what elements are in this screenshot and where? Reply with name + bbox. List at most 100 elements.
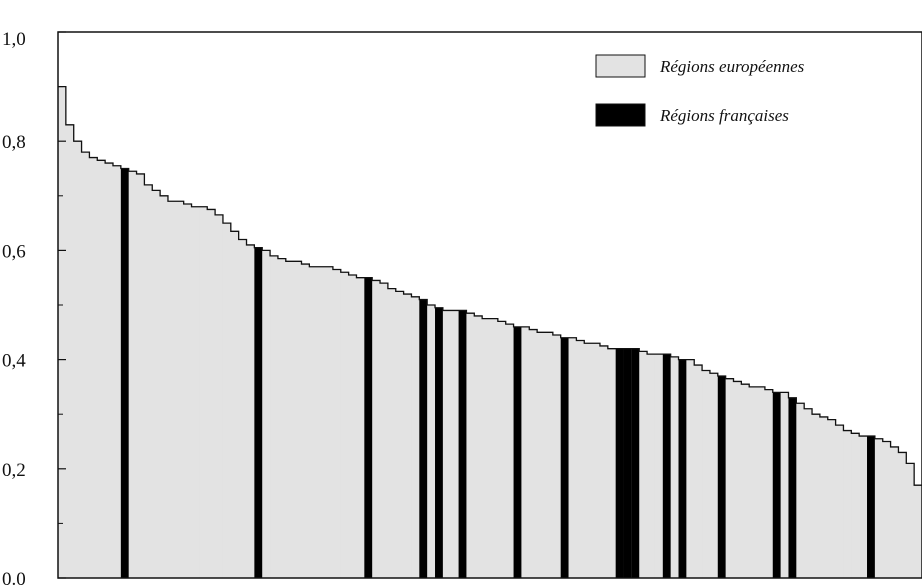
bar-french-region bbox=[788, 397, 797, 578]
bar-european-region bbox=[356, 277, 365, 578]
bar-european-region bbox=[757, 386, 766, 578]
bar-european-region bbox=[702, 370, 711, 578]
bar-european-region bbox=[58, 86, 67, 578]
bar-european-region bbox=[340, 272, 350, 578]
bar-european-region bbox=[874, 438, 884, 578]
bar-european-region bbox=[270, 255, 279, 579]
bar-european-region bbox=[238, 239, 248, 579]
y-tick-label: 0.0 bbox=[2, 569, 26, 588]
bar-french-region bbox=[615, 348, 624, 578]
bar-european-region bbox=[835, 425, 845, 578]
bar-european-region bbox=[199, 206, 208, 578]
bar-european-region bbox=[222, 223, 232, 578]
bar-european-region bbox=[819, 416, 829, 578]
bar-european-region bbox=[136, 173, 145, 578]
legend-swatch-french bbox=[595, 103, 646, 127]
bar-french-region bbox=[631, 348, 640, 578]
legend-label-european: Régions européennes bbox=[659, 57, 805, 76]
bar-european-region bbox=[804, 408, 813, 578]
bar-french-region bbox=[662, 354, 671, 578]
bar-european-region bbox=[309, 266, 318, 578]
bar-european-region bbox=[890, 446, 900, 578]
bar-european-region bbox=[812, 414, 821, 578]
bar-european-region bbox=[647, 354, 656, 578]
bar-european-region bbox=[207, 209, 216, 578]
bar-french-region bbox=[435, 307, 443, 578]
bar-european-region bbox=[599, 345, 609, 578]
y-tick-label: 0,2 bbox=[2, 460, 26, 481]
bar-european-region bbox=[317, 266, 326, 578]
series-outline-line bbox=[58, 85, 922, 486]
bar-european-region bbox=[843, 430, 852, 578]
bar-european-region bbox=[65, 124, 75, 578]
y-axis: 0.0 0,2 0,4 0,6 0,8 1,0 bbox=[2, 29, 66, 588]
bar-european-region bbox=[474, 315, 483, 578]
bar-european-region bbox=[497, 321, 507, 578]
bar-european-region bbox=[544, 332, 554, 578]
bar-european-region bbox=[183, 203, 193, 579]
bar-european-region bbox=[387, 288, 397, 578]
bar-european-region bbox=[796, 403, 805, 578]
bar-european-region bbox=[654, 354, 664, 578]
bar-european-region bbox=[442, 310, 452, 578]
bar-european-region bbox=[89, 157, 98, 578]
bar-french-region bbox=[364, 277, 373, 578]
bar-european-region bbox=[552, 335, 562, 578]
bar-european-region bbox=[490, 318, 499, 578]
bar-european-region bbox=[325, 266, 334, 578]
bar-european-region bbox=[482, 318, 491, 578]
bar-french-region bbox=[458, 310, 467, 578]
bar-european-region bbox=[380, 283, 389, 578]
bar-european-region bbox=[167, 201, 177, 578]
bar-european-region bbox=[670, 356, 680, 578]
bar-european-region bbox=[144, 184, 153, 578]
y-tick-label: 0,6 bbox=[2, 241, 26, 262]
bar-european-region bbox=[152, 190, 161, 578]
bar-european-region bbox=[686, 359, 695, 578]
bar-european-region bbox=[780, 392, 790, 578]
bar-european-region bbox=[285, 261, 295, 578]
bar-european-region bbox=[73, 141, 83, 578]
bar-european-region bbox=[348, 274, 358, 578]
bar-european-region bbox=[466, 313, 475, 578]
bar-european-region bbox=[859, 436, 868, 578]
legend-label-french: Régions françaises bbox=[659, 106, 789, 125]
bar-european-region bbox=[521, 326, 530, 578]
bar-european-region bbox=[906, 463, 915, 578]
y-tick-label: 0,4 bbox=[2, 351, 26, 372]
bar-european-region bbox=[427, 305, 436, 578]
legend: Régions européennes Régions françaises bbox=[595, 54, 805, 127]
bar-european-region bbox=[639, 351, 648, 578]
legend-swatch-european bbox=[595, 54, 646, 78]
bar-european-region bbox=[584, 343, 593, 578]
bar-french-region bbox=[867, 436, 875, 578]
bar-european-region bbox=[568, 337, 577, 578]
bar-european-region bbox=[914, 485, 922, 578]
y-tick-label: 0,8 bbox=[2, 132, 26, 153]
bar-european-region bbox=[230, 231, 240, 579]
bar-french-region bbox=[120, 168, 129, 578]
bar-french-region bbox=[678, 359, 687, 578]
bar-european-region bbox=[160, 195, 169, 579]
bar-european-region bbox=[81, 152, 91, 578]
bar-european-region bbox=[733, 381, 742, 578]
bar-european-region bbox=[827, 419, 837, 578]
bar-european-region bbox=[112, 165, 122, 578]
bar-european-region bbox=[175, 201, 185, 578]
bar-european-region bbox=[450, 310, 460, 578]
bars-layer bbox=[58, 86, 922, 579]
bar-european-region bbox=[537, 332, 546, 578]
bar-european-region bbox=[592, 343, 601, 578]
bar-french-region bbox=[560, 337, 569, 578]
bar-european-region bbox=[262, 250, 271, 578]
bar-european-region bbox=[898, 452, 907, 578]
bar-european-region bbox=[709, 373, 719, 578]
bar-european-region bbox=[97, 160, 106, 578]
bar-european-region bbox=[395, 291, 405, 578]
bar-french-region bbox=[772, 392, 781, 578]
bar-french-region bbox=[419, 299, 428, 578]
bar-european-region bbox=[277, 258, 287, 578]
bar-european-region bbox=[215, 214, 224, 578]
bar-european-region bbox=[191, 206, 200, 578]
